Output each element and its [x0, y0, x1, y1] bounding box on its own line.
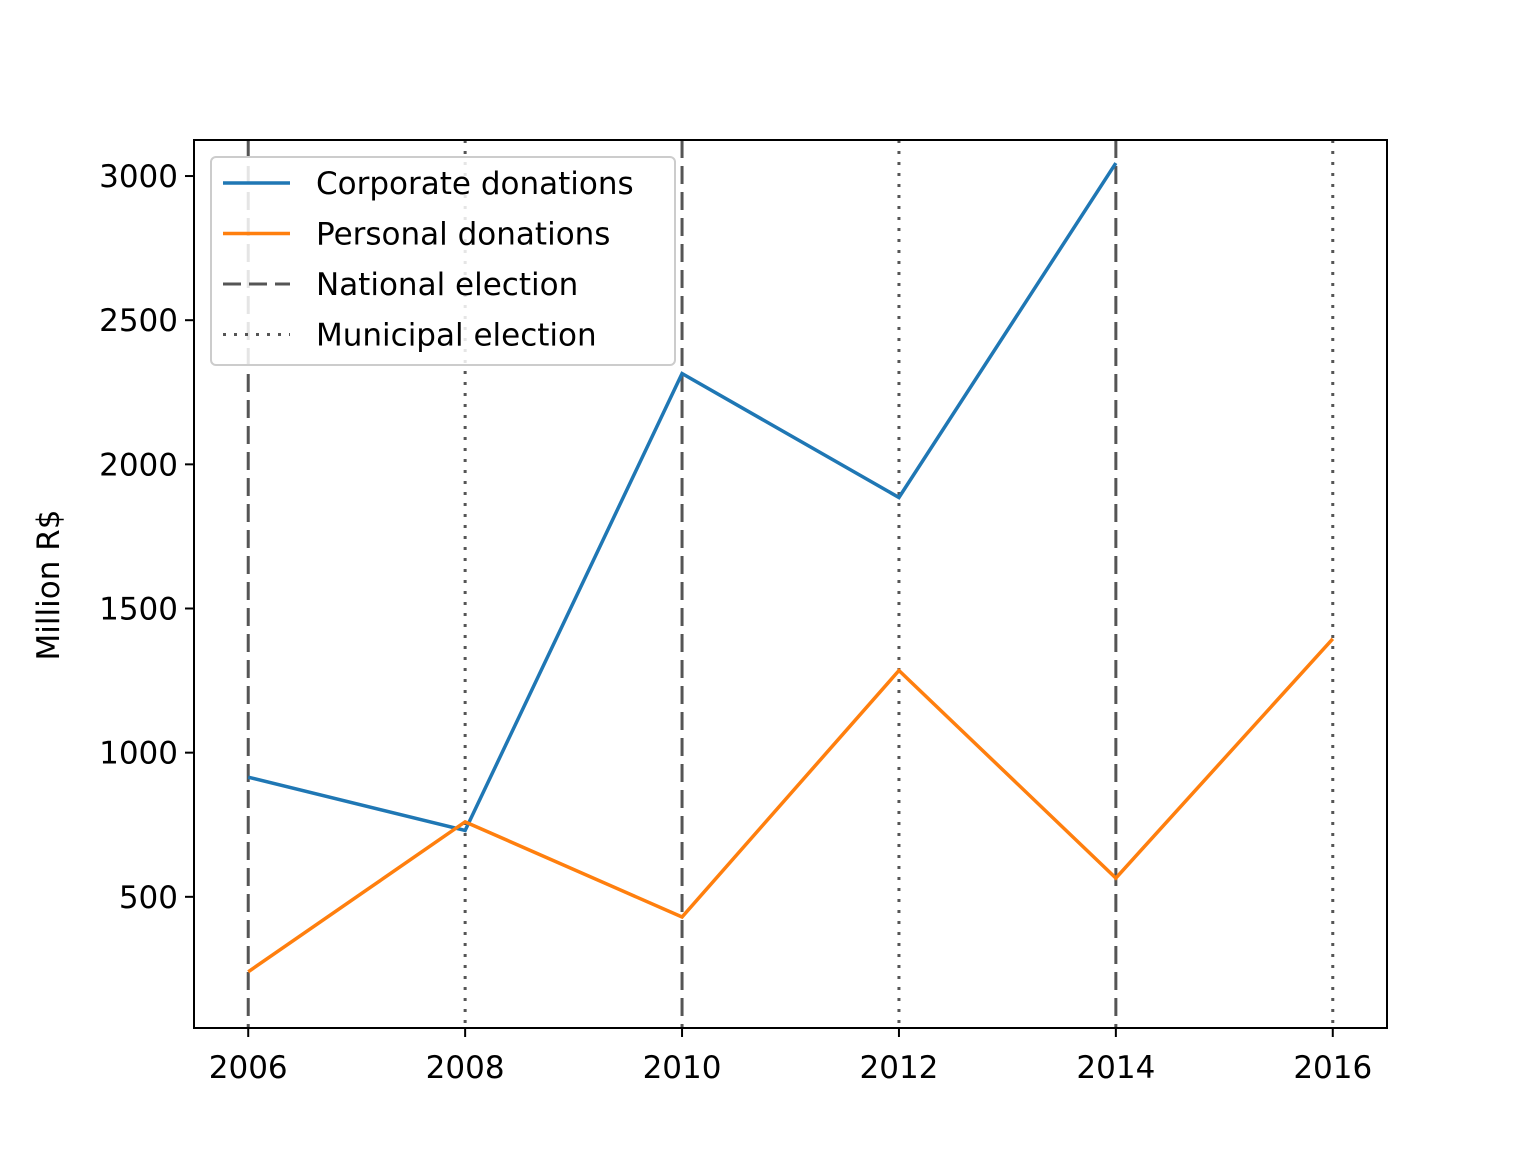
y-axis: 500 1000 1500 2000 2500 3000 — [99, 159, 194, 916]
y-tick-label: 500 — [119, 880, 178, 916]
x-axis: 2006 2008 2010 2012 2014 2016 — [209, 1028, 1372, 1086]
legend-label: Corporate donations — [316, 166, 634, 202]
legend-label: National election — [316, 267, 578, 303]
legend-label: Municipal election — [316, 318, 597, 354]
y-tick-label: 2000 — [99, 447, 178, 483]
x-tick-label: 2014 — [1076, 1050, 1155, 1086]
series-line-personal-donations — [247, 637, 1335, 974]
y-tick-label: 2500 — [99, 303, 178, 339]
plot-area — [193, 139, 1388, 1029]
legend-label: Personal donations — [316, 217, 610, 253]
series-line-corporate-donations — [247, 162, 1118, 833]
legend: Corporate donations Personal donations Nat… — [210, 156, 676, 366]
plot-frame — [193, 139, 1388, 1029]
x-tick-label: 2006 — [209, 1050, 288, 1086]
legend-box — [210, 156, 676, 366]
x-tick-label: 2008 — [426, 1050, 505, 1086]
y-tick-label: 3000 — [99, 159, 178, 195]
y-tick-label: 1000 — [99, 736, 178, 772]
x-tick-label: 2012 — [860, 1050, 939, 1086]
y-axis-label: Million R$ — [31, 510, 67, 661]
x-tick-label: 2016 — [1293, 1050, 1372, 1086]
x-tick-label: 2010 — [643, 1050, 722, 1086]
y-tick-label: 1500 — [99, 592, 178, 628]
